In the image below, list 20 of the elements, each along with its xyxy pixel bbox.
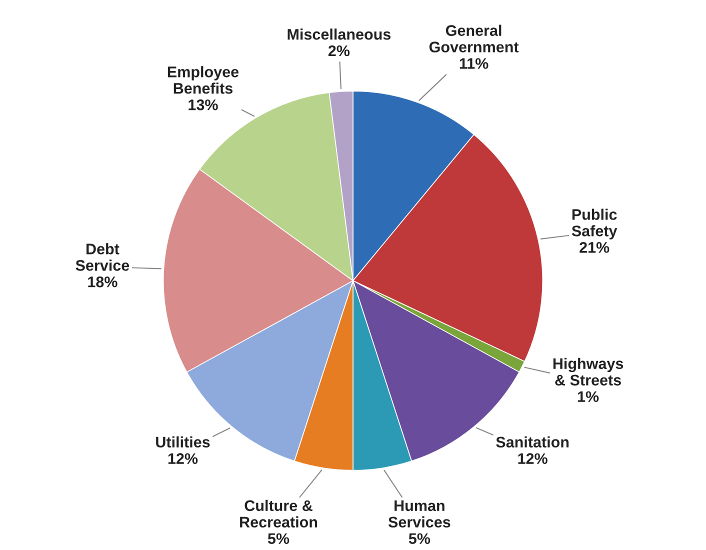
data-label: 11% xyxy=(460,58,488,69)
data-label: 5% xyxy=(408,533,430,544)
data-label: 21% xyxy=(580,242,610,253)
data-label: 2% xyxy=(328,45,350,56)
slice-label: Public Safety xyxy=(572,208,618,240)
data-label: 12% xyxy=(518,453,548,464)
slice-label: Employee Benefits xyxy=(168,66,239,94)
slice-label: Human Services xyxy=(388,500,450,528)
slice-label: Miscellaneous xyxy=(288,28,391,40)
slice-label: Culture & Recreation xyxy=(240,500,318,528)
slice-label: Utilities xyxy=(156,436,210,448)
data-label: 5% xyxy=(268,533,290,544)
data-label: 1% xyxy=(578,391,599,402)
data-label: 12% xyxy=(168,453,198,464)
slice-label: General Government xyxy=(429,24,519,52)
slice-label: Highways & Streets xyxy=(553,358,624,386)
slice-label: Sanitation xyxy=(496,436,569,448)
data-label: 18% xyxy=(88,276,118,288)
slice-label: Debt Service xyxy=(76,243,130,271)
data-label: 13% xyxy=(188,99,218,110)
